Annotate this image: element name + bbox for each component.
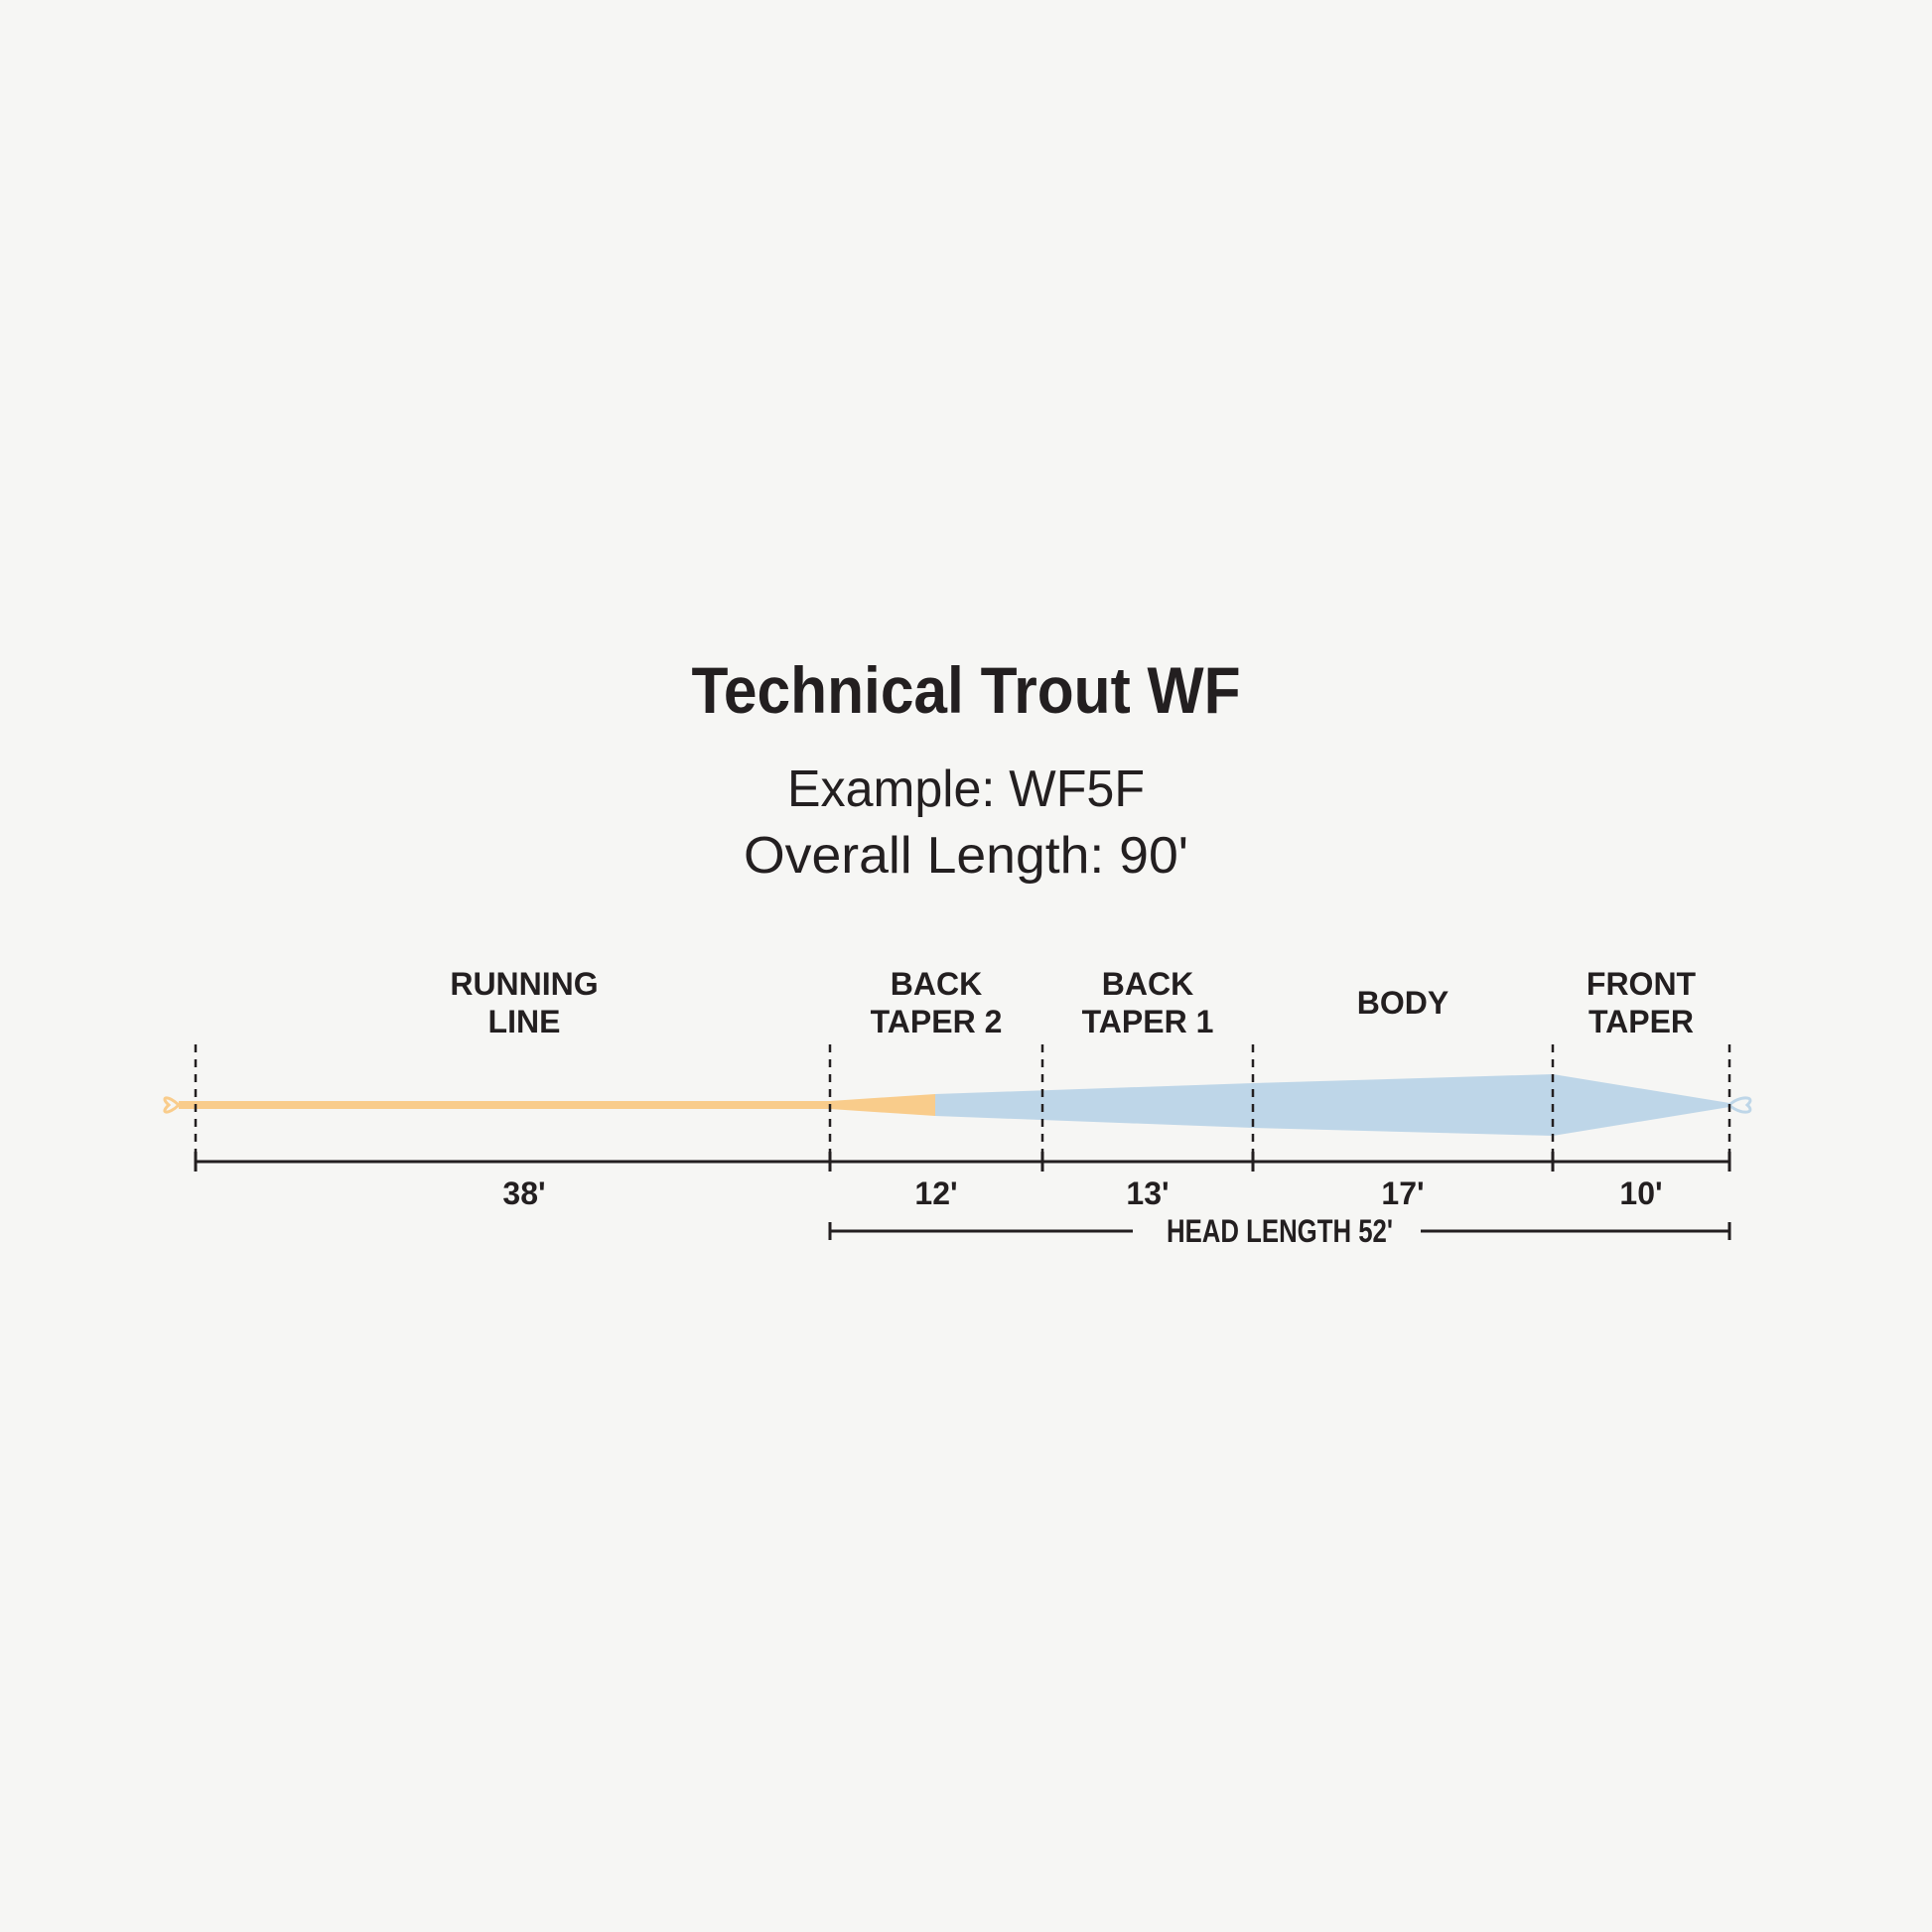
label-front-taper-2: TAPER: [1588, 1004, 1694, 1039]
front-loop-icon: [1727, 1096, 1752, 1114]
label-front-taper-1: FRONT: [1587, 966, 1697, 1002]
overall-length: Overall Length: 90': [744, 827, 1188, 885]
label-body: BODY: [1357, 985, 1449, 1021]
label-back-taper-2-1: BACK: [891, 966, 982, 1002]
label-running-line-1: RUNNING: [450, 966, 598, 1002]
running-line-shape: [179, 1101, 830, 1109]
example-line: Example: WF5F: [787, 760, 1145, 818]
back-taper-2-shape: [830, 1094, 935, 1116]
label-running-line-2: LINE: [488, 1004, 561, 1039]
label-back-taper-2-2: TAPER 2: [871, 1004, 1003, 1039]
length-back-taper-1: 13': [1126, 1175, 1169, 1211]
head-shape: [935, 1074, 1729, 1136]
diagram-title: Technical Trout WF: [692, 653, 1241, 727]
rear-loop-icon: [163, 1096, 181, 1114]
label-back-taper-1-2: TAPER 1: [1082, 1004, 1214, 1039]
length-back-taper-2: 12': [914, 1175, 957, 1211]
head-length-label: HEAD LENGTH 52': [1167, 1213, 1393, 1249]
label-back-taper-1-1: BACK: [1102, 966, 1193, 1002]
length-body: 17': [1381, 1175, 1424, 1211]
length-running-line: 38': [502, 1175, 545, 1211]
length-front-taper: 10': [1619, 1175, 1662, 1211]
